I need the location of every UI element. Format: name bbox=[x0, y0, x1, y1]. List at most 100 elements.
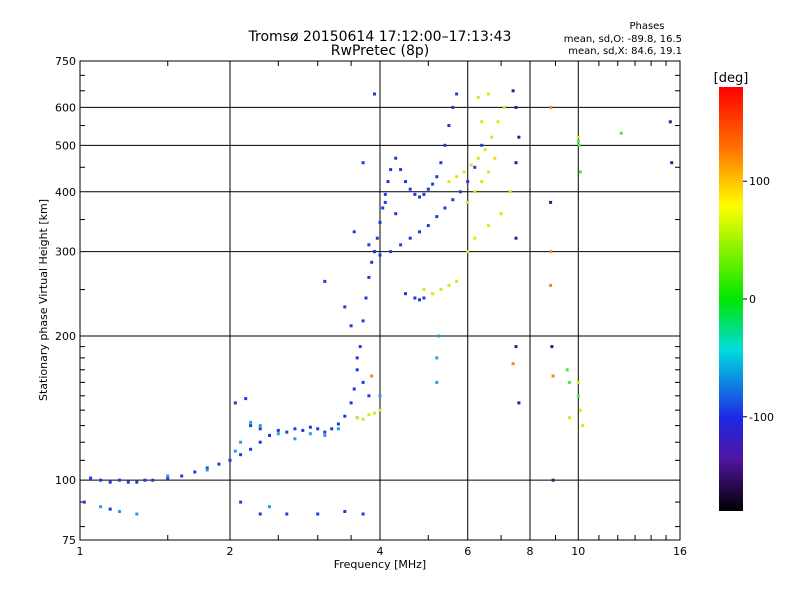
data-point bbox=[581, 424, 584, 427]
data-point bbox=[151, 479, 154, 482]
y-tick-label: 100 bbox=[55, 474, 76, 487]
x-tick-label: 2 bbox=[227, 545, 234, 558]
x-tick-label: 10 bbox=[571, 545, 585, 558]
data-point bbox=[579, 409, 582, 412]
data-point bbox=[367, 243, 370, 246]
data-point bbox=[418, 298, 421, 301]
data-point bbox=[277, 432, 280, 435]
data-point bbox=[490, 136, 493, 139]
data-point bbox=[427, 224, 430, 227]
colorbar-tick-label: 0 bbox=[749, 293, 756, 306]
data-point bbox=[285, 431, 288, 434]
data-point bbox=[435, 175, 438, 178]
data-point bbox=[480, 144, 483, 147]
data-point bbox=[670, 161, 673, 164]
data-point bbox=[323, 434, 326, 437]
data-point bbox=[249, 448, 252, 451]
data-point bbox=[422, 193, 425, 196]
data-point bbox=[447, 180, 450, 183]
data-point bbox=[118, 479, 121, 482]
data-point bbox=[259, 427, 262, 430]
data-point bbox=[512, 362, 515, 365]
data-point bbox=[399, 168, 402, 171]
data-point bbox=[362, 381, 365, 384]
data-point bbox=[362, 319, 365, 322]
data-point bbox=[293, 427, 296, 430]
data-point bbox=[118, 510, 121, 513]
data-point bbox=[579, 170, 582, 173]
data-point bbox=[515, 237, 518, 240]
data-point bbox=[384, 201, 387, 204]
data-point bbox=[193, 471, 196, 474]
data-point bbox=[487, 93, 490, 96]
data-point bbox=[669, 120, 672, 123]
data-point bbox=[249, 424, 252, 427]
x-tick-label: 8 bbox=[527, 545, 534, 558]
data-point bbox=[515, 161, 518, 164]
data-point bbox=[399, 243, 402, 246]
y-tick-label: 400 bbox=[55, 186, 76, 199]
x-axis-label: Frequency [MHz] bbox=[334, 558, 426, 571]
data-point bbox=[359, 345, 362, 348]
data-point bbox=[577, 381, 580, 384]
data-point bbox=[259, 424, 262, 427]
data-point bbox=[389, 250, 392, 253]
data-point bbox=[409, 188, 412, 191]
data-point bbox=[443, 207, 446, 210]
data-point bbox=[259, 441, 262, 444]
data-point bbox=[427, 188, 430, 191]
y-tick-label: 750 bbox=[55, 55, 76, 68]
data-point bbox=[470, 164, 473, 167]
data-point bbox=[552, 479, 555, 482]
data-point bbox=[431, 183, 434, 186]
colorbar-tick-label: 100 bbox=[749, 175, 770, 188]
data-point bbox=[356, 416, 359, 419]
data-point bbox=[439, 161, 442, 164]
data-point bbox=[379, 409, 382, 412]
data-point bbox=[620, 132, 623, 135]
data-point bbox=[422, 288, 425, 291]
data-point bbox=[309, 432, 312, 435]
data-point bbox=[480, 120, 483, 123]
data-point bbox=[409, 237, 412, 240]
data-point bbox=[413, 297, 416, 300]
x-tick-label: 6 bbox=[464, 545, 471, 558]
phases-label: Phases bbox=[629, 21, 664, 32]
data-point bbox=[515, 106, 518, 109]
data-point bbox=[466, 201, 469, 204]
data-point bbox=[500, 212, 503, 215]
data-point bbox=[387, 180, 390, 183]
data-point bbox=[549, 250, 552, 253]
data-point bbox=[234, 401, 237, 404]
data-point bbox=[480, 180, 483, 183]
data-point bbox=[180, 475, 183, 478]
data-point bbox=[381, 207, 384, 210]
data-point bbox=[503, 106, 506, 109]
data-point bbox=[517, 401, 520, 404]
data-point bbox=[127, 481, 130, 484]
data-point bbox=[99, 505, 102, 508]
data-point bbox=[249, 421, 252, 424]
data-point bbox=[362, 513, 365, 516]
data-point bbox=[239, 501, 242, 504]
data-point bbox=[418, 230, 421, 233]
data-point bbox=[353, 388, 356, 391]
data-point bbox=[268, 434, 271, 437]
data-point bbox=[337, 423, 340, 426]
data-point bbox=[435, 356, 438, 359]
data-point bbox=[517, 136, 520, 139]
data-point bbox=[259, 513, 262, 516]
data-point bbox=[418, 196, 421, 199]
data-point bbox=[83, 501, 86, 504]
data-point bbox=[477, 96, 480, 99]
data-point bbox=[350, 401, 353, 404]
data-point bbox=[473, 237, 476, 240]
data-point bbox=[484, 148, 487, 151]
data-point bbox=[568, 381, 571, 384]
ionogram-figure: Tromsø 20150614 17:12:00–17:13:43 RwPret… bbox=[0, 0, 800, 600]
data-point bbox=[404, 180, 407, 183]
data-point bbox=[343, 510, 346, 513]
data-point bbox=[99, 479, 102, 482]
data-point bbox=[413, 193, 416, 196]
x-tick-label: 4 bbox=[377, 545, 384, 558]
